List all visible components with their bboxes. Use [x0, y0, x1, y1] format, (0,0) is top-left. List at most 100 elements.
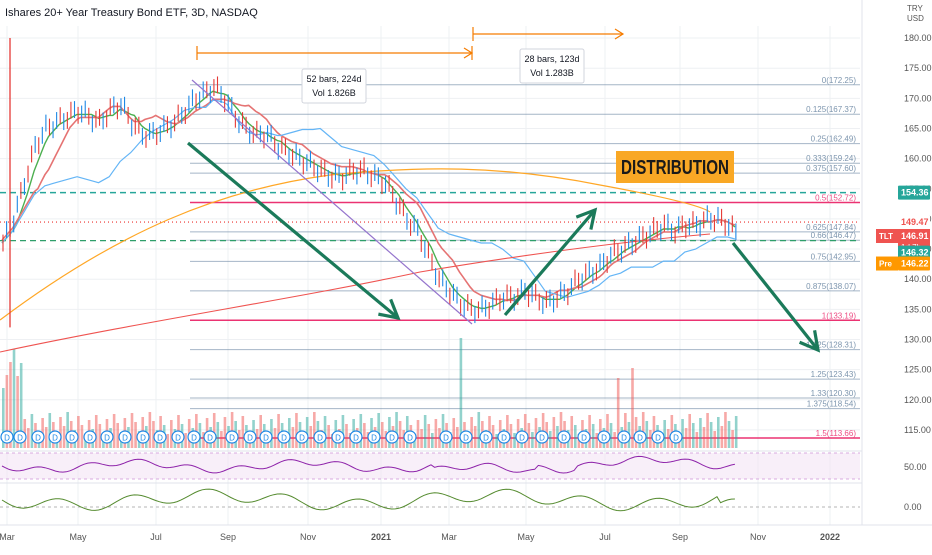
volume-bar	[134, 422, 137, 448]
volume-bar	[713, 431, 717, 448]
dividend-marker: D	[13, 430, 27, 444]
volume-bar	[112, 414, 116, 448]
volume-bar	[48, 413, 52, 448]
dividend-circle	[497, 430, 511, 444]
volume-bar	[98, 424, 102, 448]
dividend-marker: D	[515, 430, 529, 444]
dividend-label: D	[122, 434, 128, 443]
time-axis[interactable]: Mar May Jul Sep Nov 2021 Mar May Jul Sep Nov 2022	[0, 524, 932, 542]
time-tick: Sep	[672, 532, 688, 542]
dividend-circle	[136, 430, 150, 444]
volume-bar	[691, 423, 695, 448]
dividend-circle	[118, 430, 132, 444]
badge-tlt-price: 146.91	[901, 231, 929, 241]
volume-bar	[323, 416, 327, 448]
volume-bar	[212, 413, 216, 448]
volume-bar	[595, 433, 599, 448]
dividend-label: D	[4, 434, 10, 443]
volume-bar	[130, 413, 134, 448]
dividend-marker: D	[439, 430, 453, 444]
macd-tick: 0.00	[904, 502, 922, 512]
down-arrow-2-head	[798, 330, 821, 353]
volume-bar	[273, 428, 277, 448]
volume-bar	[259, 415, 262, 448]
volume-bar	[588, 415, 591, 448]
dividend-marker: D	[83, 430, 97, 444]
dividend-label: D	[519, 434, 525, 443]
fib-level-label: 0.66(146.47)	[811, 231, 857, 240]
badge-ma: 146.32	[898, 245, 930, 260]
badge-last-box	[898, 215, 930, 230]
chart-title: Ishares 20+ Year Treasury Bond ETF, 3D, …	[5, 7, 258, 19]
rsi-line	[1, 455, 735, 474]
volume-bar	[456, 427, 459, 448]
dividend-label: D	[175, 434, 181, 443]
volume-bar	[27, 428, 30, 448]
volume-bar	[330, 434, 334, 448]
dividend-label: D	[317, 434, 323, 443]
rsi-tick: 50.00	[904, 462, 927, 472]
volume-bar	[359, 414, 363, 448]
volume-bar	[666, 429, 670, 448]
measure-2	[472, 27, 625, 41]
measure-2-label: 28 bars, 123d Vol 1.283B	[519, 48, 585, 84]
dividend-marker: D	[65, 430, 79, 444]
volume-bar	[684, 428, 688, 448]
dividend-circle	[385, 430, 399, 444]
volume-bar	[609, 423, 613, 448]
fib-level-label: 0.375(157.60)	[806, 164, 856, 173]
volume-bar	[473, 426, 477, 448]
volume-bar	[548, 431, 552, 448]
dividend-marker: D	[557, 430, 571, 444]
price-axis[interactable]: 180.00175.00170.00165.00160.00155.00150.…	[861, 0, 932, 550]
dividend-label: D	[655, 434, 661, 443]
dividend-label: D	[229, 434, 235, 443]
measure-1-label-line2: Vol 1.826B	[312, 88, 356, 98]
currency-label-try[interactable]: TRY	[907, 4, 924, 13]
dividend-label: D	[35, 434, 41, 443]
volume-bar	[230, 412, 234, 448]
volume-bar	[670, 415, 674, 448]
measure-1-label-line1: 52 bars, 224d	[306, 74, 361, 84]
rsi-band	[0, 453, 860, 479]
down-arrow-2	[731, 242, 821, 353]
volume-bar	[220, 431, 223, 448]
annotations[interactable]: 52 bars, 224d Vol 1.826B 28 bars, 123d Vol …	[186, 27, 821, 353]
volume-bar	[427, 424, 431, 448]
badge-ma-box	[898, 245, 930, 260]
dividend-label: D	[621, 434, 627, 443]
volume-bar	[709, 422, 713, 448]
volume-bar	[438, 428, 441, 448]
volume-bar	[688, 414, 691, 448]
volume-bar	[477, 412, 481, 448]
dividend-label: D	[601, 434, 607, 443]
volume-bar	[434, 419, 438, 448]
fib-level-label: 1.33(120.30)	[811, 389, 857, 398]
volume-bar	[166, 434, 170, 448]
volume-bar	[295, 413, 298, 448]
volume-bar	[9, 362, 12, 448]
currency-label-usd[interactable]: USD	[907, 14, 924, 23]
volume-bar	[152, 421, 155, 448]
down-arrow-1	[186, 141, 401, 321]
price-bars	[2, 38, 737, 328]
measure-1-label: 52 bars, 224d Vol 1.826B	[301, 68, 367, 104]
volume-bar	[420, 429, 423, 448]
time-tick: Sep	[220, 532, 236, 542]
measure-2-label-line1: 28 bars, 123d	[524, 54, 579, 64]
volume-bar	[255, 429, 259, 448]
ma-slower-line	[0, 168, 711, 321]
fib-level-label: 1.125(128.31)	[806, 341, 856, 350]
volume-bar	[717, 417, 720, 448]
dividend-circle	[459, 430, 473, 444]
volume-bar	[423, 415, 427, 448]
dividend-label: D	[140, 434, 146, 443]
volume-bar	[513, 433, 516, 448]
volume-bar	[534, 418, 538, 448]
price-tick: 160.00	[904, 154, 932, 164]
price-tick: 165.00	[904, 123, 932, 133]
dividend-circle	[479, 430, 493, 444]
dividend-label: D	[281, 434, 287, 443]
volume-bar	[470, 417, 473, 448]
